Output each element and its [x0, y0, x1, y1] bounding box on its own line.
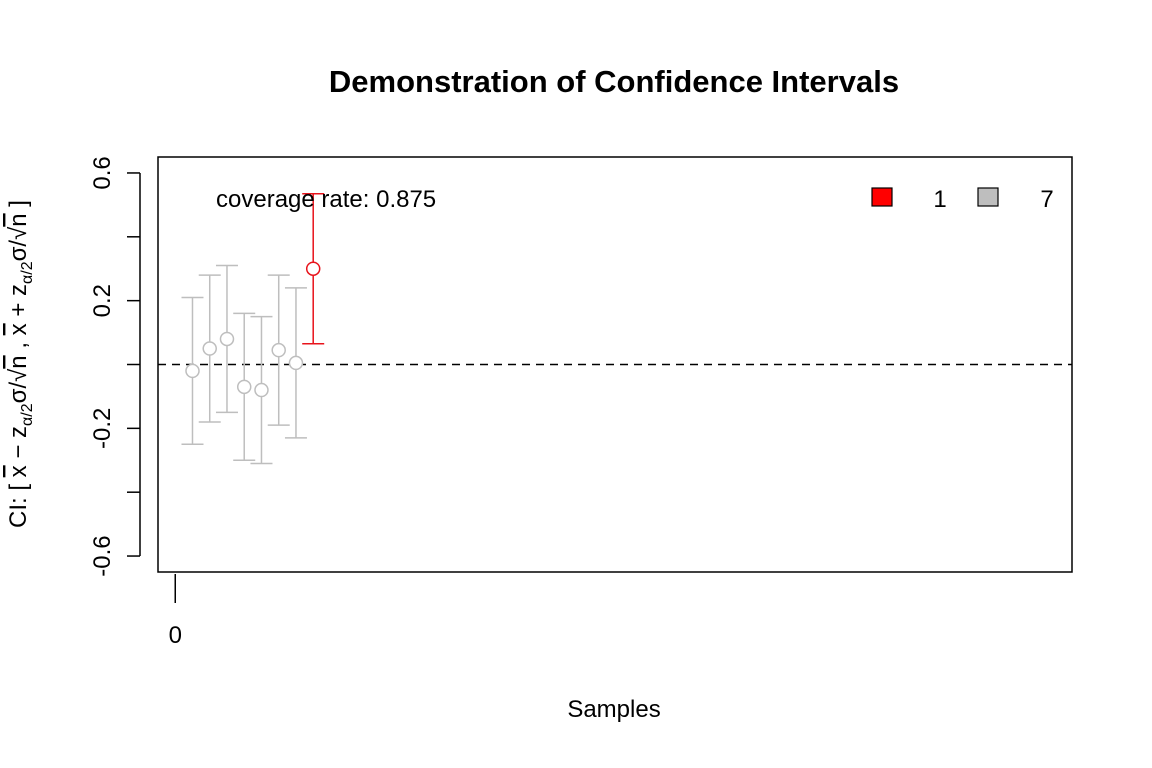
interval-covers: [250, 317, 272, 464]
interval-covers: [233, 313, 255, 460]
x-axis-label: Samples: [567, 696, 660, 723]
y-tick-label: -0.2: [89, 408, 116, 449]
sample-mean-point: [255, 384, 268, 397]
sample-mean-point: [203, 342, 216, 355]
sample-mean-point: [238, 380, 251, 393]
y-axis-label: CI: [ x − zα/2σ/√n , x + zα/2σ/√n ]: [5, 200, 36, 528]
y-tick-label: -0.6: [89, 535, 116, 576]
sample-mean-point: [186, 364, 199, 377]
sample-mean-point: [220, 332, 233, 345]
interval-covers: [285, 288, 307, 438]
interval-covers: [216, 266, 238, 413]
interval-series: [181, 194, 324, 464]
legend-label-covers: 7: [1040, 186, 1053, 213]
interval-misses: [302, 194, 324, 344]
y-tick-label: 0.6: [89, 156, 116, 189]
legend-label-misses: 1: [933, 186, 946, 213]
coverage-annotation: coverage rate: 0.875: [216, 186, 436, 213]
legend-swatch-misses: [872, 188, 892, 206]
legend: 1 7: [872, 186, 1054, 213]
sample-mean-point: [272, 344, 285, 357]
y-axis: -0.6 -0.2 0.2 0.6: [89, 156, 140, 576]
legend-swatch-covers: [978, 188, 998, 206]
interval-covers: [268, 275, 290, 425]
sample-mean-point: [289, 356, 302, 369]
y-tick-label: 0.2: [89, 284, 116, 317]
chart-title: Demonstration of Confidence Intervals: [329, 64, 899, 99]
sample-mean-point: [307, 262, 320, 275]
x-axis: 0: [169, 574, 182, 649]
x-tick-label: 0: [169, 622, 182, 649]
